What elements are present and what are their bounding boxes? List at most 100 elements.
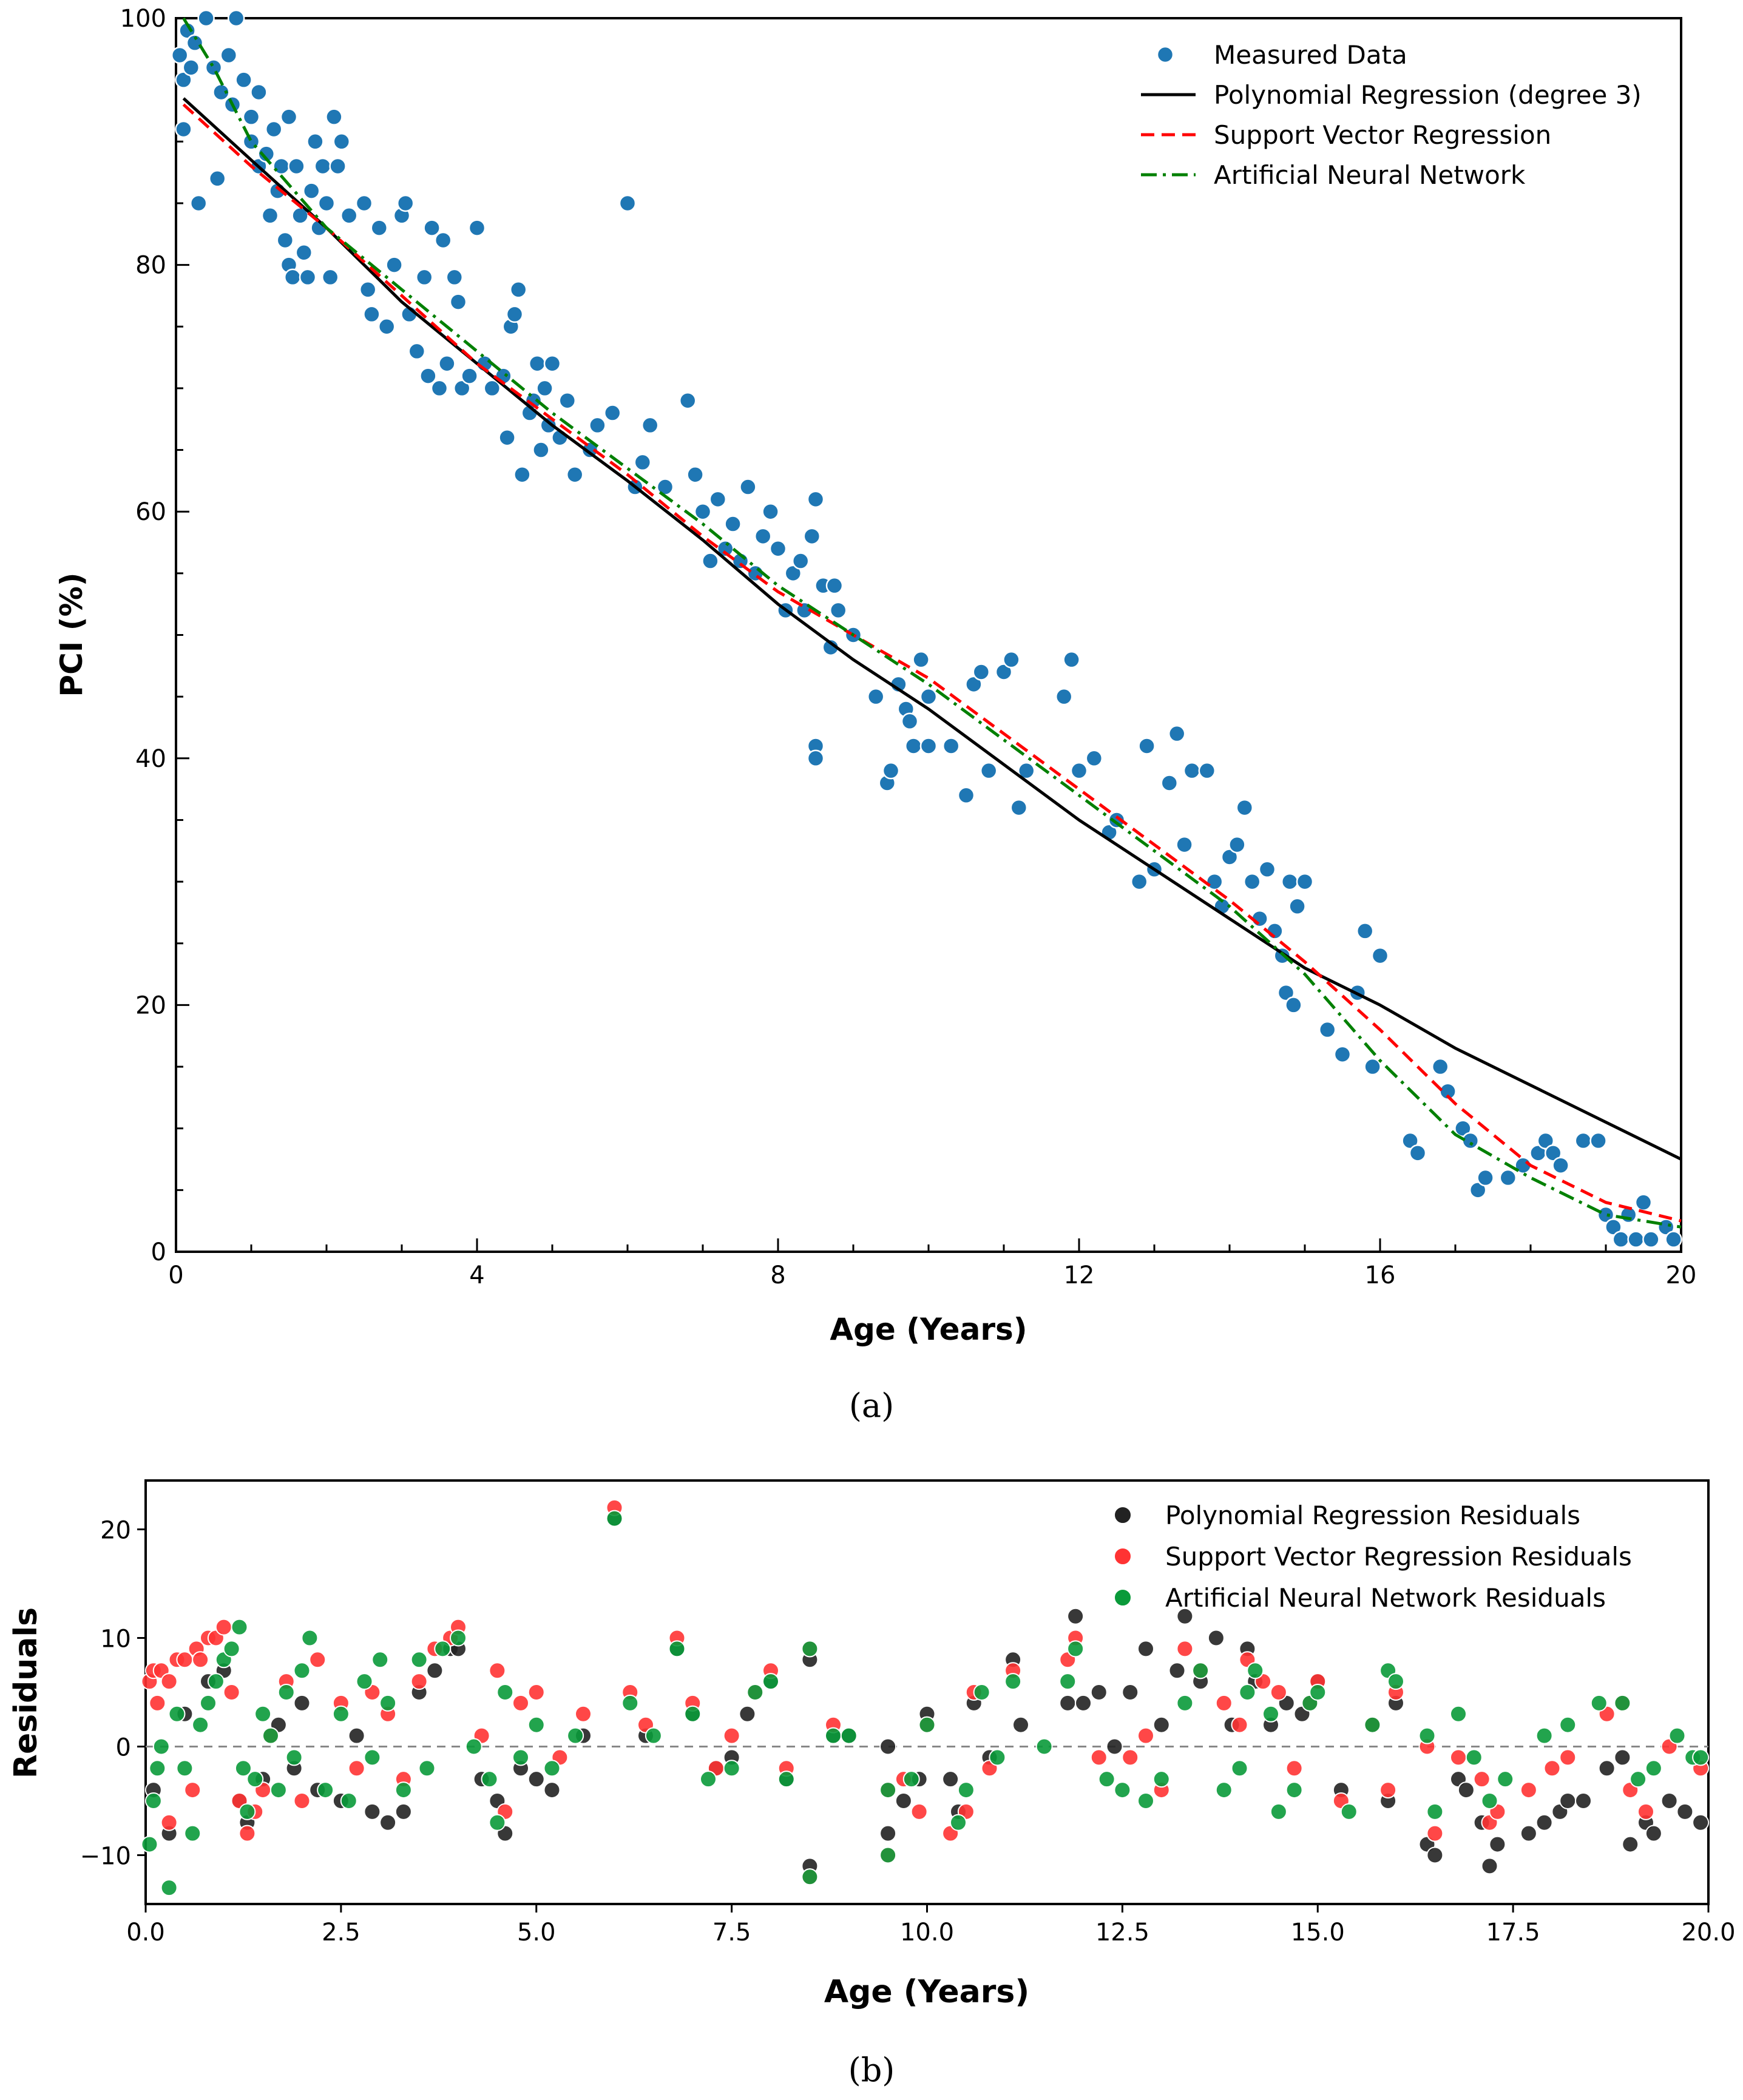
measured-point [242, 108, 260, 126]
polynomial-residual-point [879, 1738, 897, 1755]
ann-residual-point [1559, 1716, 1577, 1734]
ann-residual-point [371, 1651, 389, 1669]
ann-residual-point [231, 1618, 248, 1636]
svr-residual-point [489, 1662, 506, 1680]
measured-point [912, 650, 930, 669]
measured-point [1333, 1045, 1352, 1063]
y-tick-label: 60 [135, 498, 166, 526]
measured-point [171, 46, 189, 64]
polynomial-residual-point [1692, 1814, 1710, 1831]
measured-point [175, 120, 192, 138]
measured-point [528, 354, 546, 373]
ann-residual-point [1668, 1727, 1686, 1744]
measured-point [208, 170, 226, 187]
measured-point [257, 145, 276, 163]
measured-point [1236, 798, 1254, 817]
ann-residual-point [621, 1694, 639, 1712]
svr-residual-point [1090, 1749, 1108, 1766]
polynomial-residual-point [1622, 1835, 1639, 1853]
svr-residual-point [410, 1673, 428, 1690]
polynomial-residual-point [1137, 1640, 1154, 1658]
measured-point [1574, 1132, 1592, 1150]
measured-point [1055, 687, 1073, 706]
measured-point [434, 231, 452, 249]
y-tick-label: 40 [135, 745, 166, 773]
legend-label: Support Vector Regression [1214, 120, 1551, 150]
ann-residual-point [645, 1727, 662, 1744]
measured-point [972, 663, 990, 681]
ann-residual-point [332, 1705, 350, 1723]
measured-point [408, 342, 426, 360]
measured-point [385, 256, 403, 274]
x-tick-label: 12.5 [1095, 1919, 1149, 1946]
polynomial-residual-point [1075, 1694, 1092, 1712]
measured-point [1544, 1144, 1562, 1162]
svr-residual-point [1450, 1749, 1467, 1766]
measured-point [340, 207, 358, 225]
measured-point [415, 268, 433, 286]
ann-residual-point [1364, 1716, 1381, 1734]
ann-residual-point [496, 1684, 514, 1701]
ann-residual-point [1152, 1771, 1170, 1788]
svr-residual-point [348, 1760, 365, 1777]
measured-point [288, 157, 305, 175]
measured-point [182, 59, 200, 76]
polynomial-residual-point [1457, 1781, 1475, 1799]
polynomial-residual-point [1090, 1684, 1108, 1701]
measured-point [449, 293, 467, 311]
ann-residual-point [1309, 1684, 1327, 1701]
measured-point [829, 601, 847, 620]
polynomial-residual-point [1106, 1738, 1123, 1755]
ann-residual-point [1215, 1781, 1233, 1799]
measured-point [618, 194, 637, 212]
legend-label: Support Vector Regression Residuals [1165, 1542, 1632, 1572]
plot-area-b [144, 1479, 1710, 1905]
measured-point [603, 404, 621, 422]
x-tick-label: 20 [1666, 1261, 1697, 1289]
x-tick-label: 17.5 [1486, 1919, 1540, 1946]
measured-point [1108, 811, 1126, 829]
polynomial-residual-point [1645, 1825, 1662, 1842]
legend-label: Artificial Neural Network [1214, 160, 1526, 190]
legend-label: Measured Data [1214, 40, 1407, 70]
ann-residual-point [1387, 1673, 1404, 1690]
ann-residual-point [1098, 1771, 1115, 1788]
svr-residual-point [723, 1727, 740, 1744]
ann-residual-point [465, 1738, 482, 1755]
polynomial-residual-point [1559, 1792, 1577, 1809]
y-tick-label: 100 [120, 5, 166, 33]
ann-residual-point [1614, 1694, 1631, 1712]
measured-point [980, 761, 998, 780]
ann-residual-point [149, 1760, 166, 1777]
polynomial-residual-point [1067, 1607, 1085, 1625]
measured-point [1454, 1119, 1472, 1137]
ann-residual-point [1067, 1640, 1085, 1658]
ann-residual-point [801, 1868, 819, 1886]
measured-point [1439, 1082, 1457, 1100]
x-tick-label: 5.0 [517, 1919, 556, 1946]
measured-point [589, 416, 606, 434]
y-tick-label: 80 [135, 252, 166, 280]
measured-point [762, 502, 779, 521]
y-ticks-b: −10 0 10 20 [80, 1517, 146, 1870]
ann-residual-point [394, 1781, 412, 1799]
measured-point [513, 465, 531, 484]
svr-residual-point [239, 1825, 256, 1842]
measured-point [1296, 873, 1314, 891]
ann-residual-point [723, 1760, 740, 1777]
measured-point [175, 71, 192, 89]
measured-point [220, 46, 238, 64]
measured-point [1469, 1181, 1487, 1199]
measured-point [694, 502, 712, 521]
polynomial-residual-point [1176, 1607, 1194, 1625]
polynomial-residual-point [426, 1662, 444, 1680]
measured-point [299, 268, 317, 286]
svr-residual-point [293, 1792, 311, 1809]
ann-residual-point [160, 1879, 178, 1897]
legend-label: Artificial Neural Network Residuals [1165, 1583, 1606, 1613]
polynomial-residual-point [1489, 1835, 1506, 1853]
measured-point [355, 194, 373, 212]
measured-point [904, 737, 922, 755]
measured-point [901, 712, 919, 731]
